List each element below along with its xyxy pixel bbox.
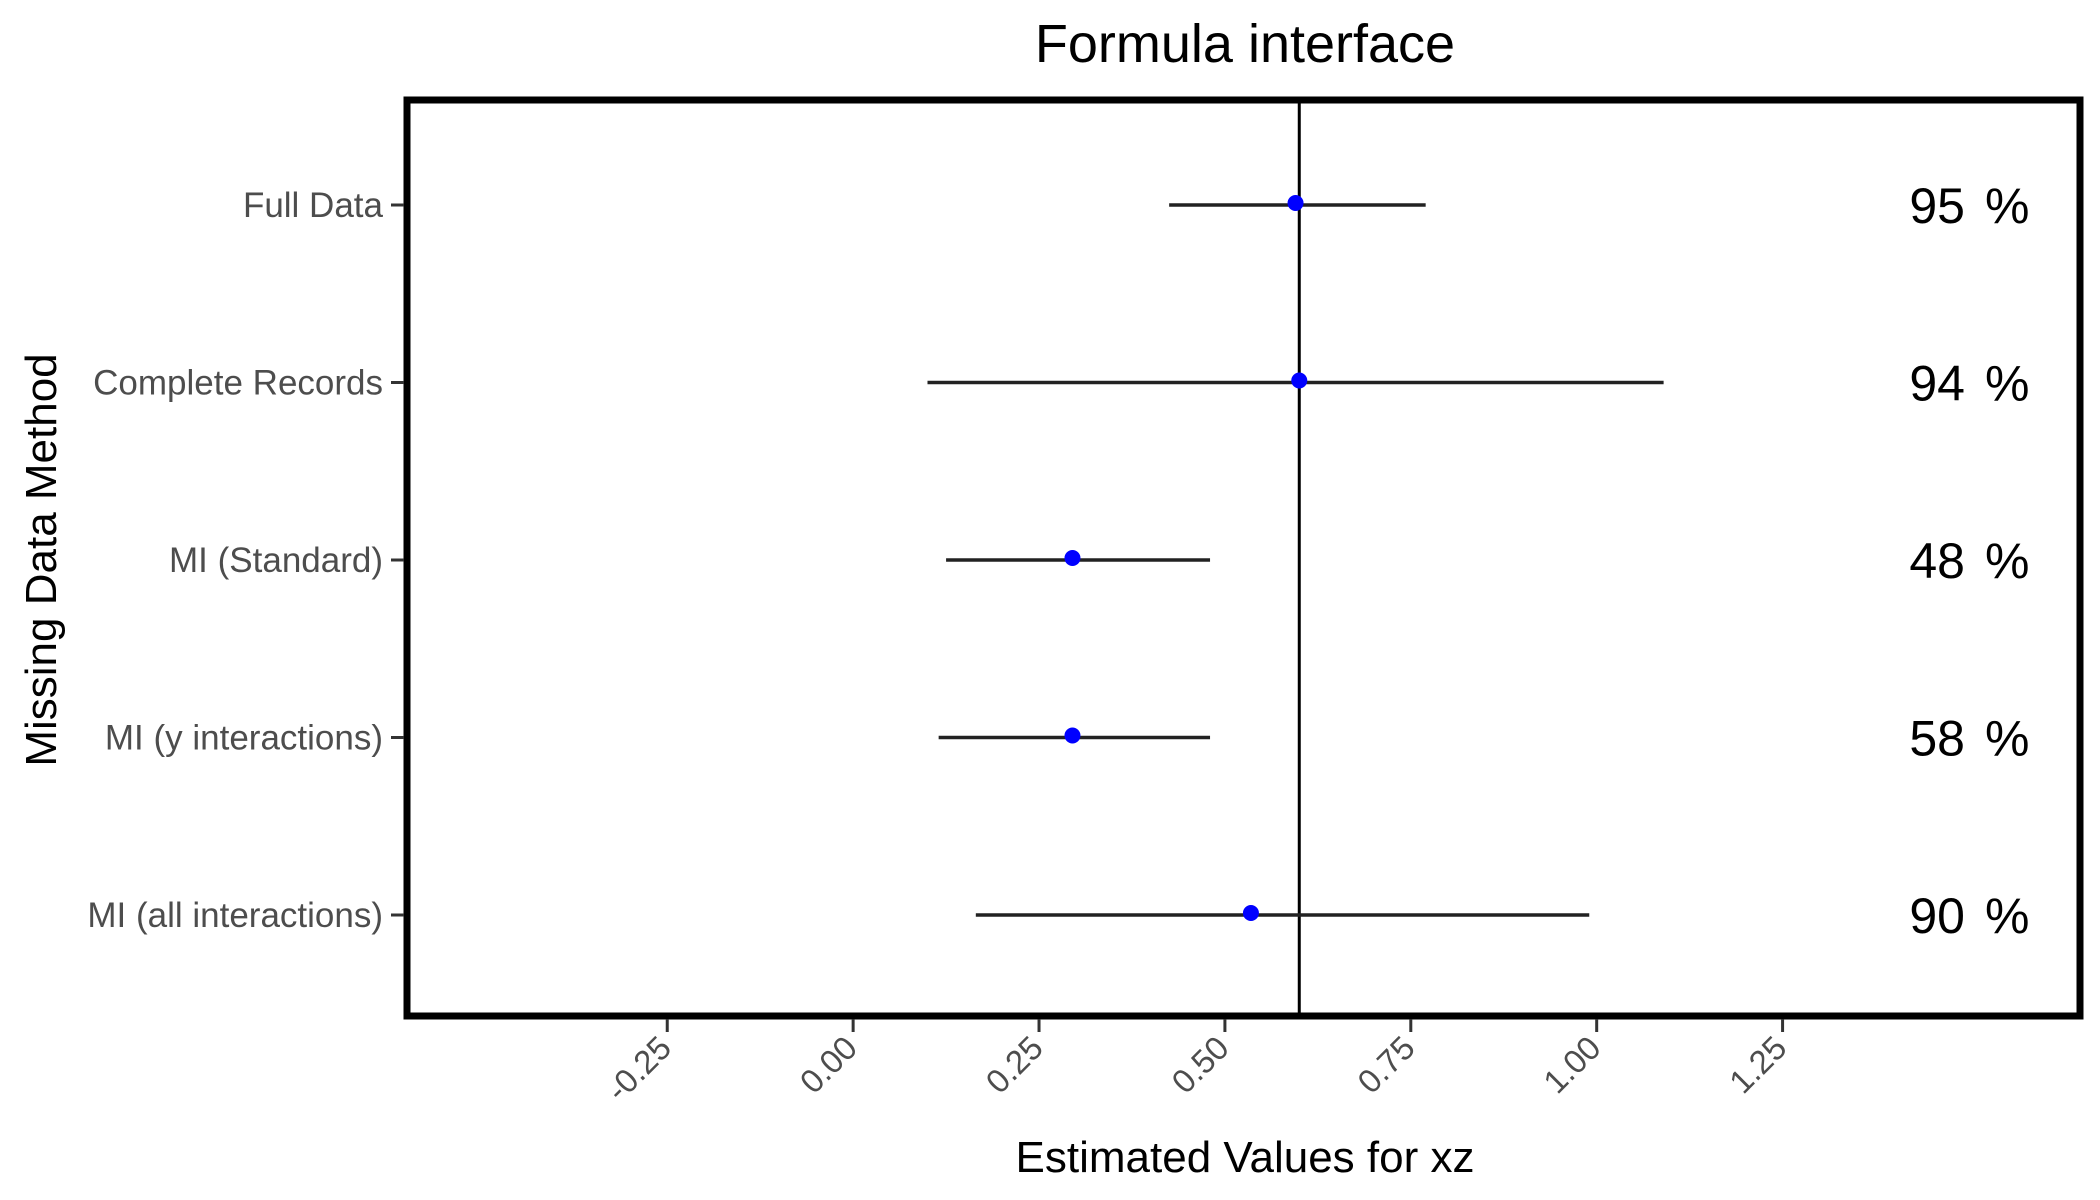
coverage-value: 94 [1909,356,1965,412]
coverage-unit: % [1985,711,2029,767]
coverage-unit: % [1985,356,2029,412]
category-label: MI (Standard) [169,541,383,580]
coverage-value: 58 [1909,711,1965,767]
x-axis-title: Estimated Values for xz [1016,1133,1475,1182]
estimate-point [1064,727,1081,744]
estimate-point [1064,550,1081,566]
coverage-unit: % [1985,888,2029,944]
estimate-point [1291,372,1308,389]
chart-title: Formula interface [1035,14,1455,74]
x-tick-label: 0.75 [1350,1029,1422,1101]
coverage-value: 90 [1909,888,1965,944]
category-label: Full Data [243,186,384,225]
category-label: MI (all interactions) [87,896,383,935]
coverage-value: 95 [1909,178,1965,234]
x-tick-label: 0.50 [1164,1029,1236,1101]
estimate-point [1242,905,1259,921]
panel-border [403,96,2084,1020]
x-tick-label: 0.25 [978,1029,1050,1101]
y-axis-title: Missing Data Method [17,353,66,766]
coverage-value: 48 [1909,533,1965,589]
x-tick-label: 1.00 [1536,1029,1608,1101]
coverage-unit: % [1985,533,2029,589]
x-tick-label: 1.25 [1722,1029,1794,1101]
category-label: Complete Records [93,364,383,403]
x-tick-label: 0.00 [792,1029,864,1101]
coverage-unit: % [1985,178,2029,234]
estimate-point [1287,195,1304,211]
category-label: MI (y interactions) [105,719,383,758]
x-tick-label: -0.25 [599,1029,678,1108]
plot-area: -0.25 0.00 0.25 0.50 0.75 1.00 1.25 Full Data 95… [87,96,2084,1108]
